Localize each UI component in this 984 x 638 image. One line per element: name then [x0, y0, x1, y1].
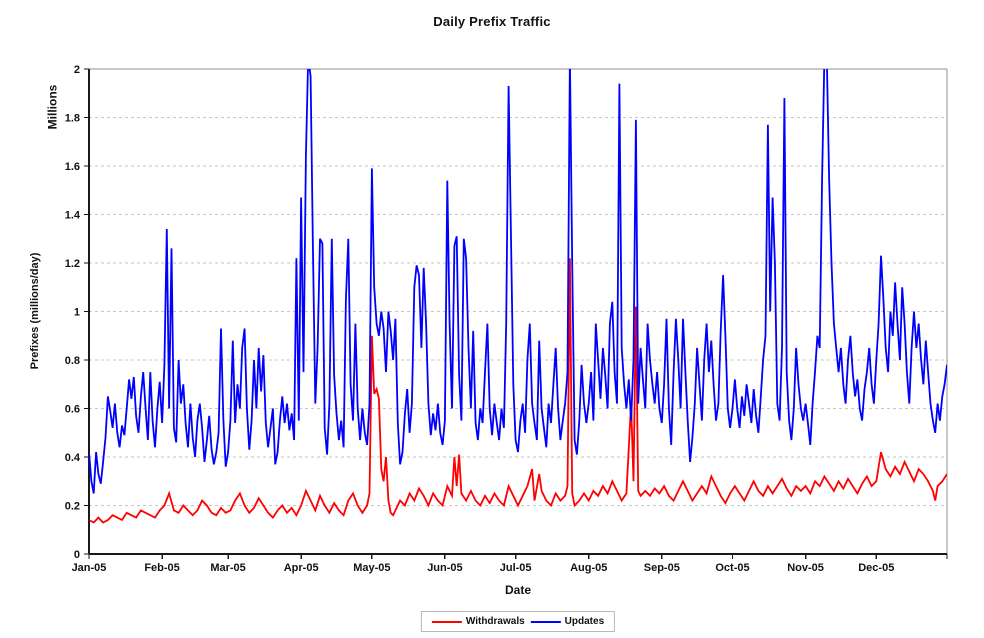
- legend-item-updates: Updates: [530, 616, 605, 627]
- x-tick-label: Dec-05: [858, 562, 894, 574]
- x-tick-label: Apr-05: [284, 562, 319, 574]
- y-tick-label: 0.4: [65, 452, 81, 464]
- x-tick-label: Sep-05: [644, 562, 680, 574]
- x-tick-label: Mar-05: [210, 562, 245, 574]
- x-tick-label: Feb-05: [144, 562, 179, 574]
- y-tick-label: 0.8: [65, 355, 80, 367]
- updates-line-swatch-icon: [530, 620, 561, 623]
- y-tick-label: 0.6: [65, 404, 80, 416]
- x-tick-label: May-05: [353, 562, 390, 574]
- x-tick-label: Nov-05: [787, 562, 824, 574]
- y-tick-label: 1.6: [65, 161, 80, 173]
- legend: Withdrawals Updates: [420, 611, 616, 632]
- y-tick-label: 1.2: [65, 258, 80, 270]
- y-tick-label: 0: [74, 549, 80, 561]
- series-line-updates: [89, 69, 947, 494]
- chart-title: Daily Prefix Traffic: [433, 14, 551, 29]
- x-tick-label: Jul-05: [500, 562, 532, 574]
- legend-item-withdrawals: Withdrawals: [431, 616, 525, 627]
- x-tick-label: Jun-05: [427, 562, 462, 574]
- y-tick-label: 1: [74, 307, 80, 319]
- series-line-withdrawals: [89, 258, 947, 524]
- y-tick-label: 1.8: [65, 113, 80, 125]
- withdrawals-line-swatch-icon: [431, 620, 462, 623]
- y-tick-label: 0.2: [65, 501, 80, 513]
- x-axis-title: Date: [504, 583, 531, 597]
- x-tick-label: Oct-05: [715, 562, 749, 574]
- x-tick-label: Aug-05: [570, 562, 607, 574]
- y-tick-label: 1.4: [65, 210, 81, 222]
- legend-label-updates: Updates: [564, 616, 605, 627]
- y-tick-label: 2: [74, 64, 80, 76]
- x-tick-label: Jan-05: [72, 562, 107, 574]
- legend-label-withdrawals: Withdrawals: [465, 616, 525, 627]
